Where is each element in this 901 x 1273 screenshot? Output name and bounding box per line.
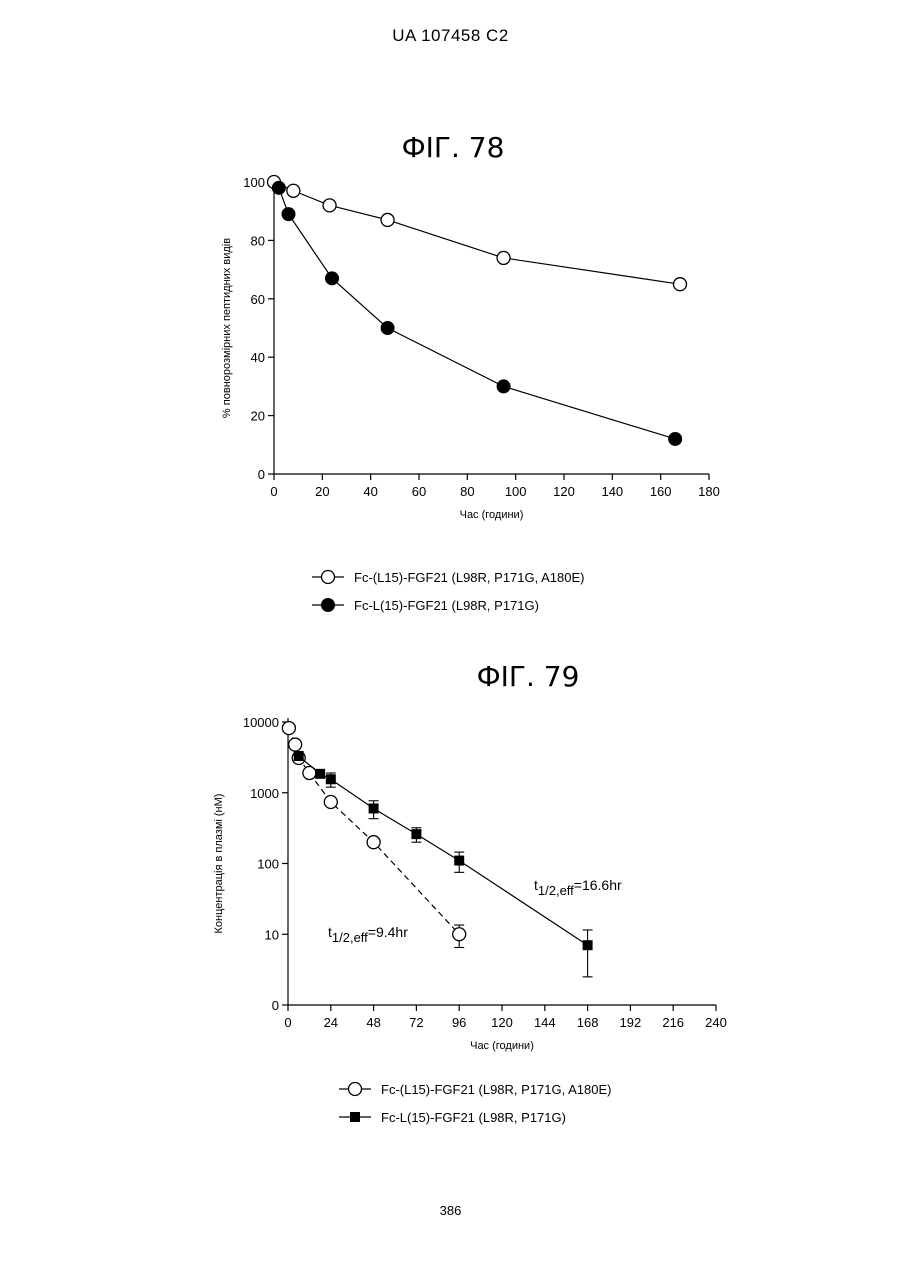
series-line xyxy=(289,728,459,934)
x-tick-label: 216 xyxy=(662,1015,684,1030)
legend-marker xyxy=(322,571,335,584)
series-line xyxy=(299,756,588,945)
data-point xyxy=(294,751,304,761)
data-point xyxy=(497,380,510,393)
legend-label: Fc-(L15)-FGF21 (L98R, P171G, A180E) xyxy=(354,570,584,585)
half-life-annotation: t1/2,eff=9.4hr xyxy=(328,924,408,945)
x-tick-label: 24 xyxy=(324,1015,338,1030)
data-point xyxy=(367,836,380,849)
legend-label: Fc-(L15)-FGF21 (L98R, P171G, A180E) xyxy=(381,1082,611,1097)
data-point xyxy=(381,213,394,226)
x-tick-label: 144 xyxy=(534,1015,556,1030)
annotation-subscript: 1/2,eff xyxy=(538,883,574,898)
figure-title: ФІГ. 79 xyxy=(477,660,580,693)
x-tick-label: 180 xyxy=(698,484,720,499)
data-point xyxy=(326,272,339,285)
data-point xyxy=(369,803,379,813)
half-life-annotation: t1/2,eff=16.6hr xyxy=(534,877,622,898)
data-point xyxy=(381,322,394,335)
y-tick-label: 1000 xyxy=(250,786,279,801)
x-tick-label: 192 xyxy=(620,1015,642,1030)
series-line xyxy=(279,188,675,439)
x-axis-label: Час (години) xyxy=(460,509,524,521)
chart-2: ФІГ. 79 0 24 48 72 96 120 144 168 192 216 240 0 10 100… xyxy=(213,660,727,1125)
data-point xyxy=(287,184,300,197)
series-line xyxy=(274,182,680,284)
data-point xyxy=(282,208,295,221)
y-tick-label: 60 xyxy=(251,292,265,307)
data-point xyxy=(411,829,421,839)
x-tick-label: 0 xyxy=(284,1015,291,1030)
legend-entry-1: Fc-(L15)-FGF21 (L98R, P171G, A180E) xyxy=(312,570,584,585)
legend-marker xyxy=(349,1083,362,1096)
x-tick-label: 100 xyxy=(505,484,527,499)
x-tick-label: 80 xyxy=(460,484,474,499)
y-tick-label: 0 xyxy=(272,998,279,1013)
x-tick-label: 48 xyxy=(366,1015,380,1030)
y-axis-label: % повнорозмірних пептидних видів xyxy=(221,238,233,418)
y-tick-label: 100 xyxy=(257,857,279,872)
x-tick-label: 120 xyxy=(491,1015,513,1030)
data-point xyxy=(326,774,336,784)
y-tick-label: 20 xyxy=(251,409,265,424)
legend-marker xyxy=(350,1112,360,1122)
legend-label: Fc-L(15)-FGF21 (L98R, P171G) xyxy=(381,1110,566,1125)
legend-entry-2: Fc-L(15)-FGF21 (L98R, P171G) xyxy=(312,598,539,613)
data-point xyxy=(454,856,464,866)
x-tick-label: 168 xyxy=(577,1015,599,1030)
data-point xyxy=(583,940,593,950)
page-number: 386 xyxy=(0,1203,901,1218)
series-2 xyxy=(272,181,681,445)
annotation-value: =9.4hr xyxy=(368,924,408,940)
x-tick-label: 140 xyxy=(601,484,623,499)
y-tick-label: 100 xyxy=(243,175,265,190)
x-tick-label: 160 xyxy=(650,484,672,499)
chart-1: ФІГ. 78 0 20 40 60 80 100 120 140 160 180 0 20 40 60 80… xyxy=(221,131,720,613)
x-tick-label: 240 xyxy=(705,1015,727,1030)
x-tick-label: 120 xyxy=(553,484,575,499)
data-point xyxy=(323,199,336,212)
y-tick-label: 10 xyxy=(265,927,279,942)
y-tick-label: 40 xyxy=(251,350,265,365)
legend-marker xyxy=(322,599,335,612)
annotation-subscript: 1/2,eff xyxy=(332,930,368,945)
x-tick-label: 72 xyxy=(409,1015,423,1030)
data-point xyxy=(669,432,682,445)
x-tick-label: 20 xyxy=(315,484,329,499)
legend-entry-1: Fc-(L15)-FGF21 (L98R, P171G, A180E) xyxy=(339,1082,611,1097)
data-point xyxy=(674,278,687,291)
data-point xyxy=(324,796,337,809)
x-axis-label: Час (години) xyxy=(470,1040,534,1052)
legend-label: Fc-L(15)-FGF21 (L98R, P171G) xyxy=(354,598,539,613)
legend-entry-2: Fc-L(15)-FGF21 (L98R, P171G) xyxy=(339,1110,566,1125)
data-point xyxy=(315,769,325,779)
data-point xyxy=(282,722,295,735)
y-axis-label: Концентрація в плазмі (нМ) xyxy=(213,794,225,934)
data-point xyxy=(289,738,302,751)
x-tick-label: 96 xyxy=(452,1015,466,1030)
y-tick-label: 80 xyxy=(251,233,265,248)
y-tick-label: 0 xyxy=(258,467,265,482)
data-point xyxy=(453,928,466,941)
x-tick-label: 60 xyxy=(412,484,426,499)
y-tick-label: 10000 xyxy=(243,715,279,730)
data-point xyxy=(497,251,510,264)
series-1 xyxy=(282,722,465,948)
figure-title: ФІГ. 78 xyxy=(402,131,505,164)
x-tick-label: 40 xyxy=(363,484,377,499)
data-point xyxy=(272,181,285,194)
x-tick-label: 0 xyxy=(270,484,277,499)
annotation-value: =16.6hr xyxy=(574,877,622,893)
